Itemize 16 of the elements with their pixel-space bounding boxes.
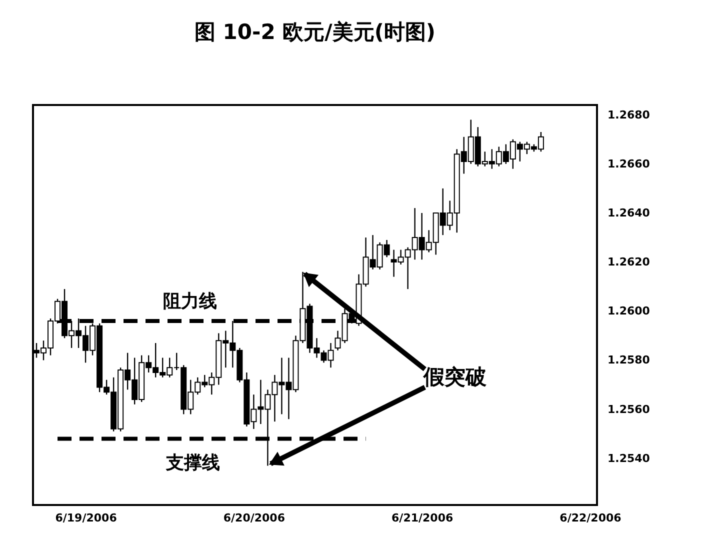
y-tick-label: 1.2540: [608, 452, 650, 465]
y-tick-label: 1.2600: [608, 304, 650, 318]
x-tick-label: 6/21/2006: [392, 512, 454, 524]
y-tick-label: 1.2620: [608, 256, 650, 269]
y-tick-label: 1.2680: [608, 108, 650, 122]
x-tick-label: 6/22/2006: [560, 512, 622, 524]
series-label: 阻力线: [163, 290, 218, 312]
y-tick-label: 1.2660: [608, 157, 650, 170]
chart-title: 图 10-2 欧元/美元(时图): [194, 20, 436, 44]
annotation: 假突破: [422, 365, 488, 390]
y-tick-label: 1.2560: [608, 402, 650, 416]
x-tick-label: 6/20/2006: [223, 512, 286, 524]
series-label: 支撑线: [165, 452, 220, 474]
x-tick-label: 6/19/2006: [55, 512, 118, 524]
y-tick-label: 1.2640: [608, 206, 650, 220]
y-tick-label: 1.2580: [608, 354, 650, 367]
